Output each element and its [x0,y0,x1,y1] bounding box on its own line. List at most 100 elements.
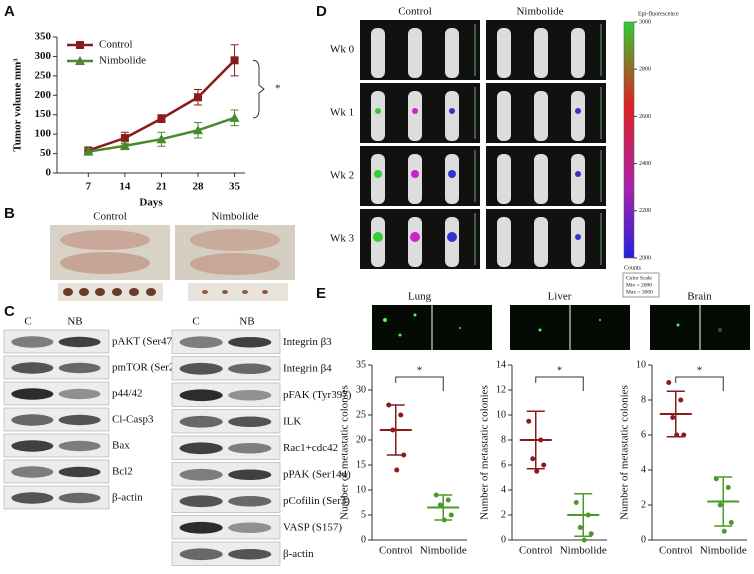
blot-band [11,362,54,374]
blot-band [228,363,272,375]
signal-spot [575,171,581,177]
band-label: Bax [112,440,130,452]
blot-band [11,414,54,426]
colorbar-tick-label: 2400 [639,161,651,167]
sd-bar [526,410,545,470]
y-tick-label: 15 [356,459,366,470]
signal-spot [448,170,456,178]
y-tick-label: 6 [501,459,506,470]
scale-text: Max = 3000 [626,289,653,295]
blot-band [228,389,272,401]
colorbar-tick-label: 2800 [639,67,651,73]
signal-spot [412,108,418,114]
data-point [581,537,587,543]
blot-band [58,414,101,426]
y-tick-label: 300 [35,50,52,62]
panel-label: D [316,3,327,20]
y-tick-label: 0 [361,534,366,545]
week-label: Wk 3 [330,233,355,245]
mouse-image [371,28,385,78]
legend-marker [76,41,84,49]
data-point [678,397,684,403]
mouse-image [497,217,511,267]
band-label: β-actin [112,492,143,504]
group-label: Nimbolide [211,211,258,223]
data-point [445,497,451,503]
blot-band [179,468,223,481]
mouse-image [371,154,385,204]
mouse-image [408,91,422,141]
signal-spot [410,232,420,242]
mouse-image [497,91,511,141]
blot-band [58,440,101,452]
sd-bar [386,404,405,456]
band-label: ILK [283,415,301,427]
y-tick-label: 50 [40,147,52,159]
blot-band [58,388,101,400]
annotation: * [275,83,281,95]
data-point [666,380,672,385]
blot-band [228,495,272,507]
y-tick-label: 0 [501,534,506,545]
band-label: β-actin [283,548,314,560]
y-axis-label: Tumor volume mm³ [12,58,24,152]
scale-text: Color Scale [626,275,652,281]
colorbar-title: Epi-fluorescence [638,10,679,17]
blot-band [11,466,54,478]
x-tick-label: 28 [193,181,205,193]
data-point [394,467,400,473]
x-tick-label: Control [379,545,413,557]
group-label: Control [93,211,127,223]
scale-text: Min = 2000 [626,282,652,288]
panel-label: E [316,285,326,302]
y-tick-label: 200 [35,89,52,101]
y-tick-label: 12 [496,384,506,395]
blot-band [58,492,101,504]
y-tick-label: 2 [641,499,646,510]
blot-band [11,388,54,400]
mouse-image [445,28,459,78]
blot-band [228,548,272,560]
y-axis-label: Number of metastatic colonies [479,385,491,520]
week-label: Wk 2 [330,170,354,182]
mouse-image [371,91,385,141]
x-tick-label: 21 [156,181,167,193]
signal-spot [575,234,581,240]
x-tick-label: 7 [86,181,92,193]
fluorescence-image [372,305,750,350]
sd-bar [714,476,733,527]
band-label: Cl-Casp3 [112,414,154,426]
band-label: pAKT (Ser473) [112,336,181,348]
y-tick-label: 30 [356,384,366,395]
band-label: Rac1+cdc42 [283,442,338,454]
colorbar-tick-label: 2600 [639,114,651,120]
data-point [437,502,443,508]
blot-band [179,442,223,455]
mouse-image [445,91,459,141]
mouse-image [445,154,459,204]
y-axis-label: Number of metastatic colonies [619,385,631,520]
marker [229,112,240,122]
y-tick-label: 10 [356,484,366,495]
band-label: pFAK (Tyr397) [283,389,352,401]
blot-band [179,548,223,561]
mouse-image [497,28,511,78]
column-label: NB [239,316,254,328]
marker [156,134,167,144]
blot-band [179,362,223,375]
marker [119,140,130,150]
blot-band [11,440,54,452]
x-tick-label: 35 [229,181,241,193]
mouse-image [534,28,548,78]
y-tick-label: 350 [35,31,52,43]
group-label: Nimbolide [516,6,563,18]
week-label: Wk 0 [330,44,355,56]
x-tick-label: Nimbolide [700,545,747,557]
colorbar [623,21,635,259]
blot-band [179,336,223,349]
y-tick-label: 14 [496,359,506,370]
x-tick-label: Nimbolide [560,545,607,557]
colorbar-unit: Counts [624,265,642,271]
scale-box [622,272,660,298]
x-tick-label: Control [659,545,693,557]
